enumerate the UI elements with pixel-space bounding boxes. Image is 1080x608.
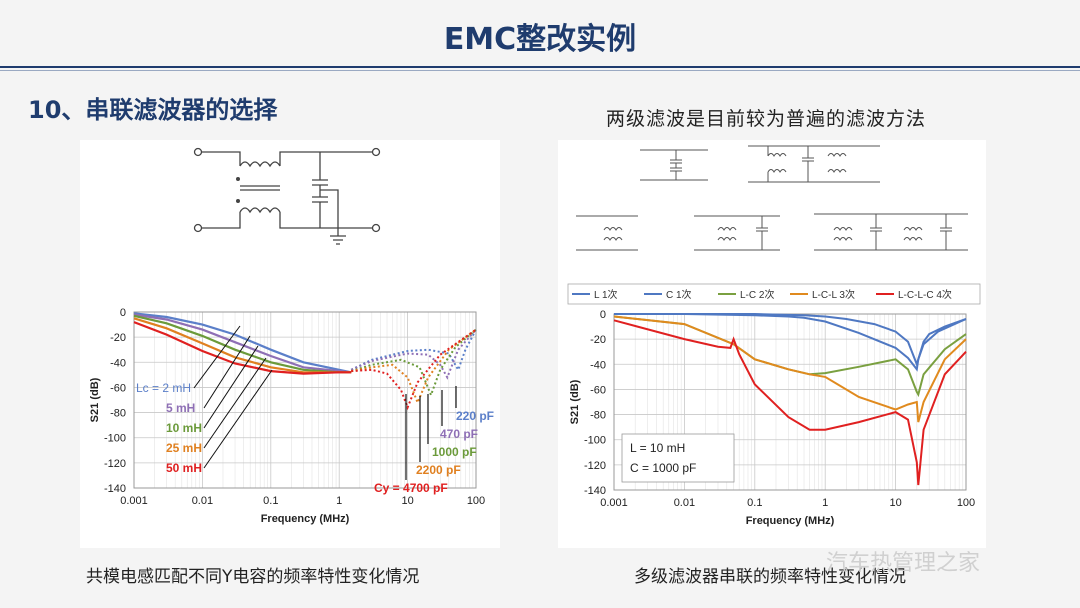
y-tick-label-0: 0 xyxy=(600,309,606,321)
y-tick-label-6: -120 xyxy=(584,460,606,472)
y-tick-label-3: -60 xyxy=(590,384,606,396)
watermark: 汽车热管理之家 xyxy=(826,551,981,576)
y-tick-label-1: -20 xyxy=(590,334,606,346)
x-axis-label: Frequency (MHz) xyxy=(261,513,350,525)
inductor-label-3: 25 mH xyxy=(166,441,202,455)
inductor-arrow-4 xyxy=(203,369,273,469)
x-tick-label-5: 100 xyxy=(957,497,975,509)
x-tick-label-1: 0.01 xyxy=(192,495,213,507)
x-tick-label-1: 0.01 xyxy=(674,497,695,509)
multistage-s21-chart: L 1次 C 1次 L-C 2次 L-C-L 3次 L-C-L-C 4次 0.001 0.0… xyxy=(567,283,981,527)
title-rule-thin xyxy=(0,70,1080,71)
legend-label-0: L 1次 xyxy=(594,288,618,301)
series-line-9 xyxy=(351,328,477,411)
y-tick-label-3: -60 xyxy=(110,382,126,394)
capacitor-label-3: 2200 pF xyxy=(416,463,461,477)
capacitor-label-1: 470 pF xyxy=(440,427,478,441)
right-caption: 多级滤波器串联的频率特性变化情况 xyxy=(634,567,906,587)
inductor-arrow-1 xyxy=(203,335,251,409)
y-axis-label: S21 (dB) xyxy=(569,379,581,424)
series-line-1 xyxy=(614,313,967,372)
y-axis-label: S21 (dB) xyxy=(89,377,101,422)
y-tick-label-7: -140 xyxy=(104,483,126,495)
left-caption: 共模电感匹配不同Y电容的频率特性变化情况 xyxy=(86,567,420,587)
x-tick-label-4: 10 xyxy=(889,497,901,509)
left-figure-panel: 0.001 0.01 0.1 1 10 100 0 -20 -40 -60 -80 -100 -120 -… xyxy=(80,140,500,548)
x-tick-label-2: 0.1 xyxy=(747,497,762,509)
x-tick-label-5: 100 xyxy=(467,495,485,507)
y-tick-label-7: -140 xyxy=(584,485,606,497)
series-line-0 xyxy=(133,312,352,374)
series-line-5 xyxy=(350,329,477,373)
inductor-arrow-2 xyxy=(203,345,259,429)
annotation-box xyxy=(621,433,735,483)
series-line-4 xyxy=(133,321,352,375)
y-tick-label-2: -40 xyxy=(590,359,606,371)
legend-label-2: L-C 2次 xyxy=(740,288,774,301)
y-tick-label-6: -120 xyxy=(104,458,126,470)
series-line-4 xyxy=(613,319,967,486)
series-line-7 xyxy=(350,328,477,398)
inductor-label-0: Lc = 2 mH xyxy=(136,381,191,395)
y-tick-label-5: -100 xyxy=(584,435,606,447)
inductor-label-1: 5 mH xyxy=(166,401,195,415)
y-tick-label-4: -80 xyxy=(590,410,606,422)
y-tick-label-2: -40 xyxy=(110,357,126,369)
right-figure-panel: L 1次 C 1次 L-C 2次 L-C-L 3次 L-C-L-C 4次 0.001 0.0… xyxy=(558,140,986,548)
series-line-6 xyxy=(350,328,477,380)
series-line-8 xyxy=(351,328,477,406)
legend-label-1: C 1次 xyxy=(666,288,692,301)
inductor-arrow-3 xyxy=(203,357,267,449)
common-mode-s21-chart: 0.001 0.01 0.1 1 10 100 0 -20 -40 -60 -80 -100 -120 -… xyxy=(89,307,494,525)
annotation-line-1: C = 1000 pF xyxy=(630,461,696,475)
x-tick-label-0: 0.001 xyxy=(120,495,148,507)
section-title: 10、串联滤波器的选择 xyxy=(28,96,278,124)
legend-box xyxy=(567,283,981,305)
multistage-filter-topologies xyxy=(576,145,968,251)
x-axis-label: Frequency (MHz) xyxy=(746,515,835,527)
series-line-3 xyxy=(613,315,967,423)
annotation-line-0: L = 10 mH xyxy=(630,441,685,455)
inductor-label-4: 50 mH xyxy=(166,461,202,475)
capacitor-label-0: 220 pF xyxy=(456,409,494,423)
common-mode-filter-circuit xyxy=(193,147,381,245)
inductor-label-2: 10 mH xyxy=(166,421,202,435)
capacitor-label-4: Cy = 4700 pF xyxy=(374,481,448,495)
y-tick-label-4: -80 xyxy=(110,408,126,420)
plot-frame xyxy=(133,311,477,489)
inductor-arrow-0 xyxy=(193,325,241,389)
legend-label-4: L-C-L-C 4次 xyxy=(898,288,952,301)
x-tick-label-3: 1 xyxy=(336,495,342,507)
title-rule xyxy=(0,66,1080,68)
slide-title: EMC整改实例 xyxy=(443,22,637,57)
y-tick-label-0: 0 xyxy=(120,307,126,319)
x-tick-label-2: 0.1 xyxy=(263,495,278,507)
legend-label-3: L-C-L 3次 xyxy=(812,288,855,301)
series-line-0 xyxy=(614,313,967,368)
capacitor-label-2: 1000 pF xyxy=(432,445,477,459)
y-tick-label-5: -100 xyxy=(104,433,126,445)
x-tick-label-4: 10 xyxy=(401,495,413,507)
x-tick-label-3: 1 xyxy=(822,497,828,509)
right-heading: 两级滤波是目前较为普遍的滤波方法 xyxy=(606,108,927,130)
x-tick-label-0: 0.001 xyxy=(600,497,628,509)
series-line-1 xyxy=(133,313,352,374)
y-tick-label-1: -20 xyxy=(110,332,126,344)
